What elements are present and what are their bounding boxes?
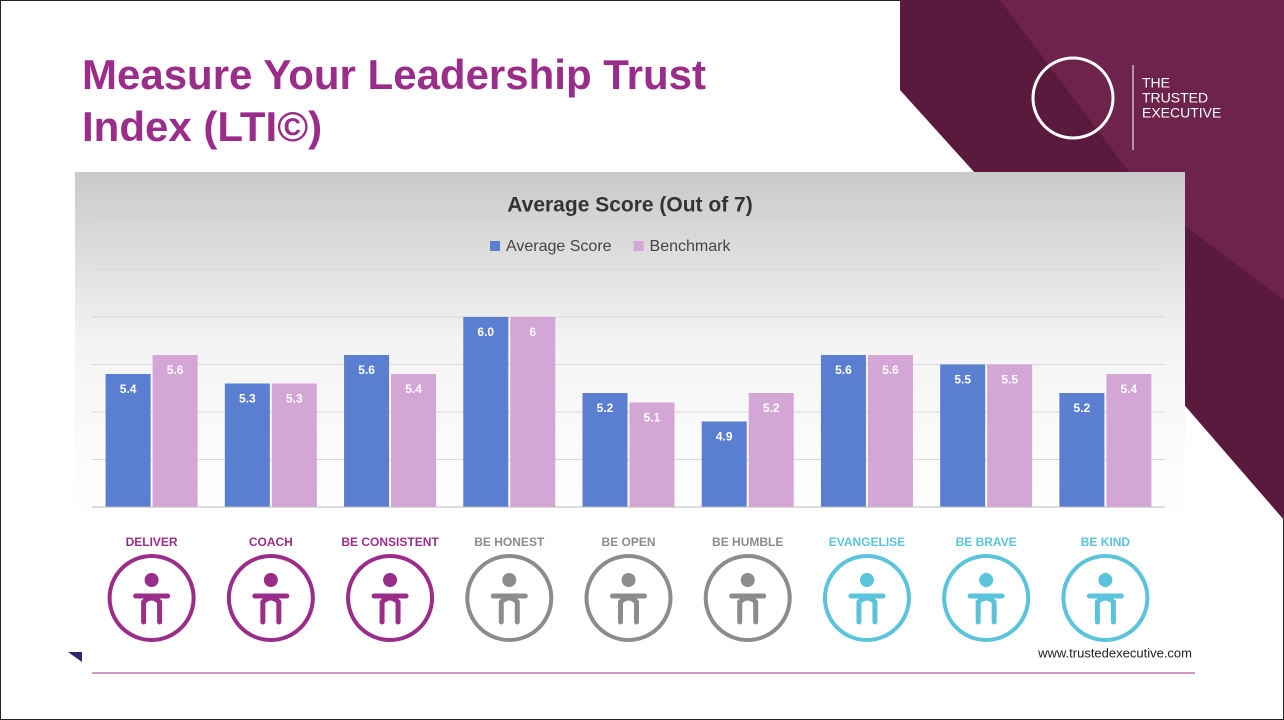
legend-label: Benchmark (650, 238, 732, 255)
legend-swatch (490, 241, 500, 251)
data-label: 5.2 (597, 401, 614, 415)
data-label: 5.1 (644, 411, 661, 425)
category-icon-head (741, 573, 755, 587)
data-label: 4.9 (716, 430, 733, 444)
data-label: 5.6 (835, 363, 852, 377)
category-icon-head (860, 573, 874, 587)
data-label: 5.4 (405, 382, 422, 396)
brand-text: EXECUTIVE (1142, 105, 1221, 121)
bar (821, 355, 866, 507)
category-label: BE KIND (1081, 535, 1131, 549)
data-label: 5.4 (120, 382, 137, 396)
data-label: 6.0 (477, 325, 494, 339)
bar (344, 355, 389, 507)
category-icon-head (1098, 573, 1112, 587)
data-label: 5.2 (1074, 401, 1091, 415)
bar (868, 355, 913, 507)
chart-title: Average Score (Out of 7) (507, 194, 752, 217)
category-label: COACH (249, 535, 293, 549)
slide-title: Measure Your Leadership Trust (82, 51, 706, 98)
category-label: BE HUMBLE (712, 535, 783, 549)
brand-text: TRUSTED (1142, 90, 1208, 106)
category-label: DELIVER (126, 535, 178, 549)
category-icon-head (979, 573, 993, 587)
category-label: BE OPEN (601, 535, 655, 549)
data-label: 5.3 (286, 392, 303, 406)
category-label: BE HONEST (474, 535, 545, 549)
data-label: 5.5 (1001, 373, 1018, 387)
category-icon-head (383, 573, 397, 587)
brand-text: THE (1142, 75, 1170, 91)
bar (510, 317, 555, 507)
legend-swatch (634, 241, 644, 251)
data-label: 5.6 (882, 363, 899, 377)
category-label: EVANGELISE (829, 535, 905, 549)
url: www.trustedexecutive.com (1037, 645, 1192, 660)
data-label: 5.5 (954, 373, 971, 387)
slide: THE TRUSTED EXECUTIVE Measure Your Leade… (0, 0, 1284, 720)
data-label: 6 (529, 325, 536, 339)
category-icon-head (502, 573, 516, 587)
category-label: BE BRAVE (956, 535, 1017, 549)
data-label: 5.6 (358, 363, 375, 377)
data-label: 5.4 (1121, 382, 1138, 396)
data-label: 5.6 (167, 363, 184, 377)
category-icon-head (264, 573, 278, 587)
slide-title: Index (LTI©) (82, 103, 322, 150)
data-label: 5.3 (239, 392, 256, 406)
category-label: BE CONSISTENT (341, 535, 439, 549)
category-icon-head (622, 573, 636, 587)
legend-label: Average Score (506, 238, 612, 255)
bar (153, 355, 198, 507)
bar (463, 317, 508, 507)
data-label: 5.2 (763, 401, 780, 415)
category-icon-head (145, 573, 159, 587)
